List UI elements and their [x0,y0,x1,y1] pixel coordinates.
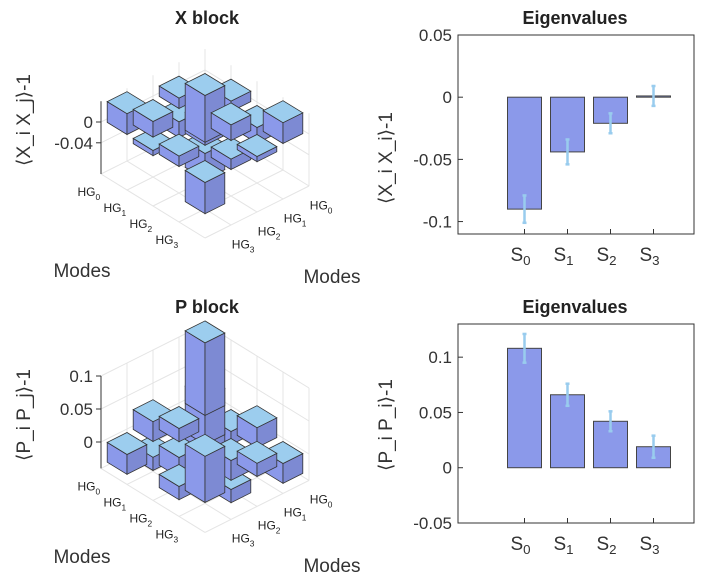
x-block-floor-grid [178,169,284,223]
p-eigen-ylabel: ⟨P_i P_i⟩-1 [376,379,397,471]
x-eigen-ytick-label: -0.05 [413,150,452,169]
x-block-bar3d [158,133,200,168]
p-block-bar3d [236,405,278,449]
x-block-rowlabel: Modes [53,261,110,282]
x-block-ztick-label: -0.04 [54,134,93,153]
p-block-bar3d-top [236,440,278,464]
p-eigen-xtick-label: S0 [510,534,530,557]
p-block-col-tick: HG1 [284,506,307,523]
x-block-bar3d-top [262,100,304,124]
x-block-bar3d-top [158,133,200,157]
p-block-bar3d [184,320,226,417]
x-block-bar3d [262,100,304,145]
x-block-col-tick: HG3 [232,237,255,254]
x-block-row-tick: HG0 [78,185,101,202]
p-block-bar3d-top [158,406,200,429]
p-block-row-tick: HG0 [78,479,101,496]
p-block-bar3d [158,406,200,443]
p-eigen-ytick-label: -0.05 [413,514,452,533]
x-block-bar3d [236,134,278,163]
x-eigen-ytick-label: 0.05 [419,26,452,45]
x-block-title: X block [175,8,240,28]
x-eigen-xtick-label: S0 [510,245,530,268]
p-block-floor-grid [204,479,310,533]
p-block-row-tick: HG3 [156,527,179,544]
x-block-col-tick: HG2 [258,224,281,241]
p-block-rowlabel: Modes [53,547,110,568]
p-block-floor-grid [100,467,206,533]
p-block-bar3d-top [106,432,148,455]
p-eigen-title: Eigenvalues [522,297,627,317]
p-block-col-tick: HG2 [258,519,281,536]
x-block-bar3d-top [210,102,252,126]
x-eigen-xtick-label: S2 [596,245,616,268]
p-block-ztick-label: 0.1 [69,367,93,386]
p-block-bar3d [262,441,304,485]
p-block-bar3d-top [236,405,278,429]
p-block-bar3d-top [184,433,226,457]
p-eigen-xtick-label: S2 [596,534,616,557]
x-block-bar3d [184,160,226,215]
x-block-collabel: Modes [303,267,360,288]
p-block-ztick-label: 0.05 [60,400,93,419]
p-eigen-ytick-label: 0 [443,459,452,478]
x-block-col-tick: HG1 [284,211,307,228]
p-eigen-ytick-label: 0.05 [419,403,452,422]
p-eigen-ytick-label: 0.1 [428,348,452,367]
p-eigen-xtick-label: S1 [553,534,573,557]
p-block-bar3d-face [184,330,206,417]
x-eigen-bar [593,96,628,124]
x-block-row-tick: HG2 [130,217,153,234]
p-block-col-tick: HG3 [232,532,255,549]
x-block-col-tick: HG0 [310,198,333,215]
x-eigen-bar [507,96,542,210]
p-block-bar3d [106,432,148,476]
p-block-bar3d [236,440,278,478]
x-block-bar3d-top [184,73,226,96]
x-eigen-plot: 0.05 0 -0.05 -0.1 S0 S1 S2 S3 [413,26,695,268]
x-block-floor-grid [100,173,206,239]
x-eigen-ytick-label: 0 [443,88,452,107]
x-eigen-axes-box [457,34,695,235]
x-eigen-title: Eigenvalues [522,8,627,28]
p-block-ztick-label: 0 [84,433,93,452]
p-block-bar3d [184,433,226,504]
x-block-row-tick: HG3 [156,233,179,250]
p-block-zlabel: ⟨P_i P_j⟩-1 [14,369,35,461]
p-eigen-xtick-label: S3 [639,534,659,557]
p-block-title: P block [175,297,240,317]
x-block-row-tick: HG1 [104,201,127,218]
x-block-bar3d-top [236,134,278,157]
x-block-floor-grid [204,185,310,239]
p-block-collabel: Modes [303,556,360,577]
p-eigen-plot: 0.1 0.05 0 -0.05 S0 S1 S2 S3 [413,323,695,557]
x-eigen-xtick-label: S3 [639,245,659,268]
x-block-bar3d [132,99,174,138]
x-block-zlabel: ⟨X_i X_j⟩-1 [14,74,35,166]
x-eigen-ylabel: ⟨X_i X_i⟩-1 [376,112,397,204]
p-eigen-axes-box [457,323,695,524]
x-block-ztick-label: 0 [84,113,93,132]
x-block-bar3d-top [132,99,174,122]
p-block-bar3d-top [184,320,226,344]
p-block-row-tick: HG1 [104,495,127,512]
p-eigen-bar [507,347,542,469]
p-block-bar3d-face [204,332,226,417]
x-block-bar3d-top [184,160,226,183]
x-eigen-xtick-label: S1 [553,245,573,268]
p-block-col-tick: HG0 [310,493,333,510]
p-block-row-tick: HG2 [130,511,153,528]
x-block-floor-grid [126,160,232,226]
x-block-bar3d [210,102,252,142]
x-eigen-ytick-label: -0.1 [423,213,452,232]
p-block-bar3d-top [262,441,304,464]
